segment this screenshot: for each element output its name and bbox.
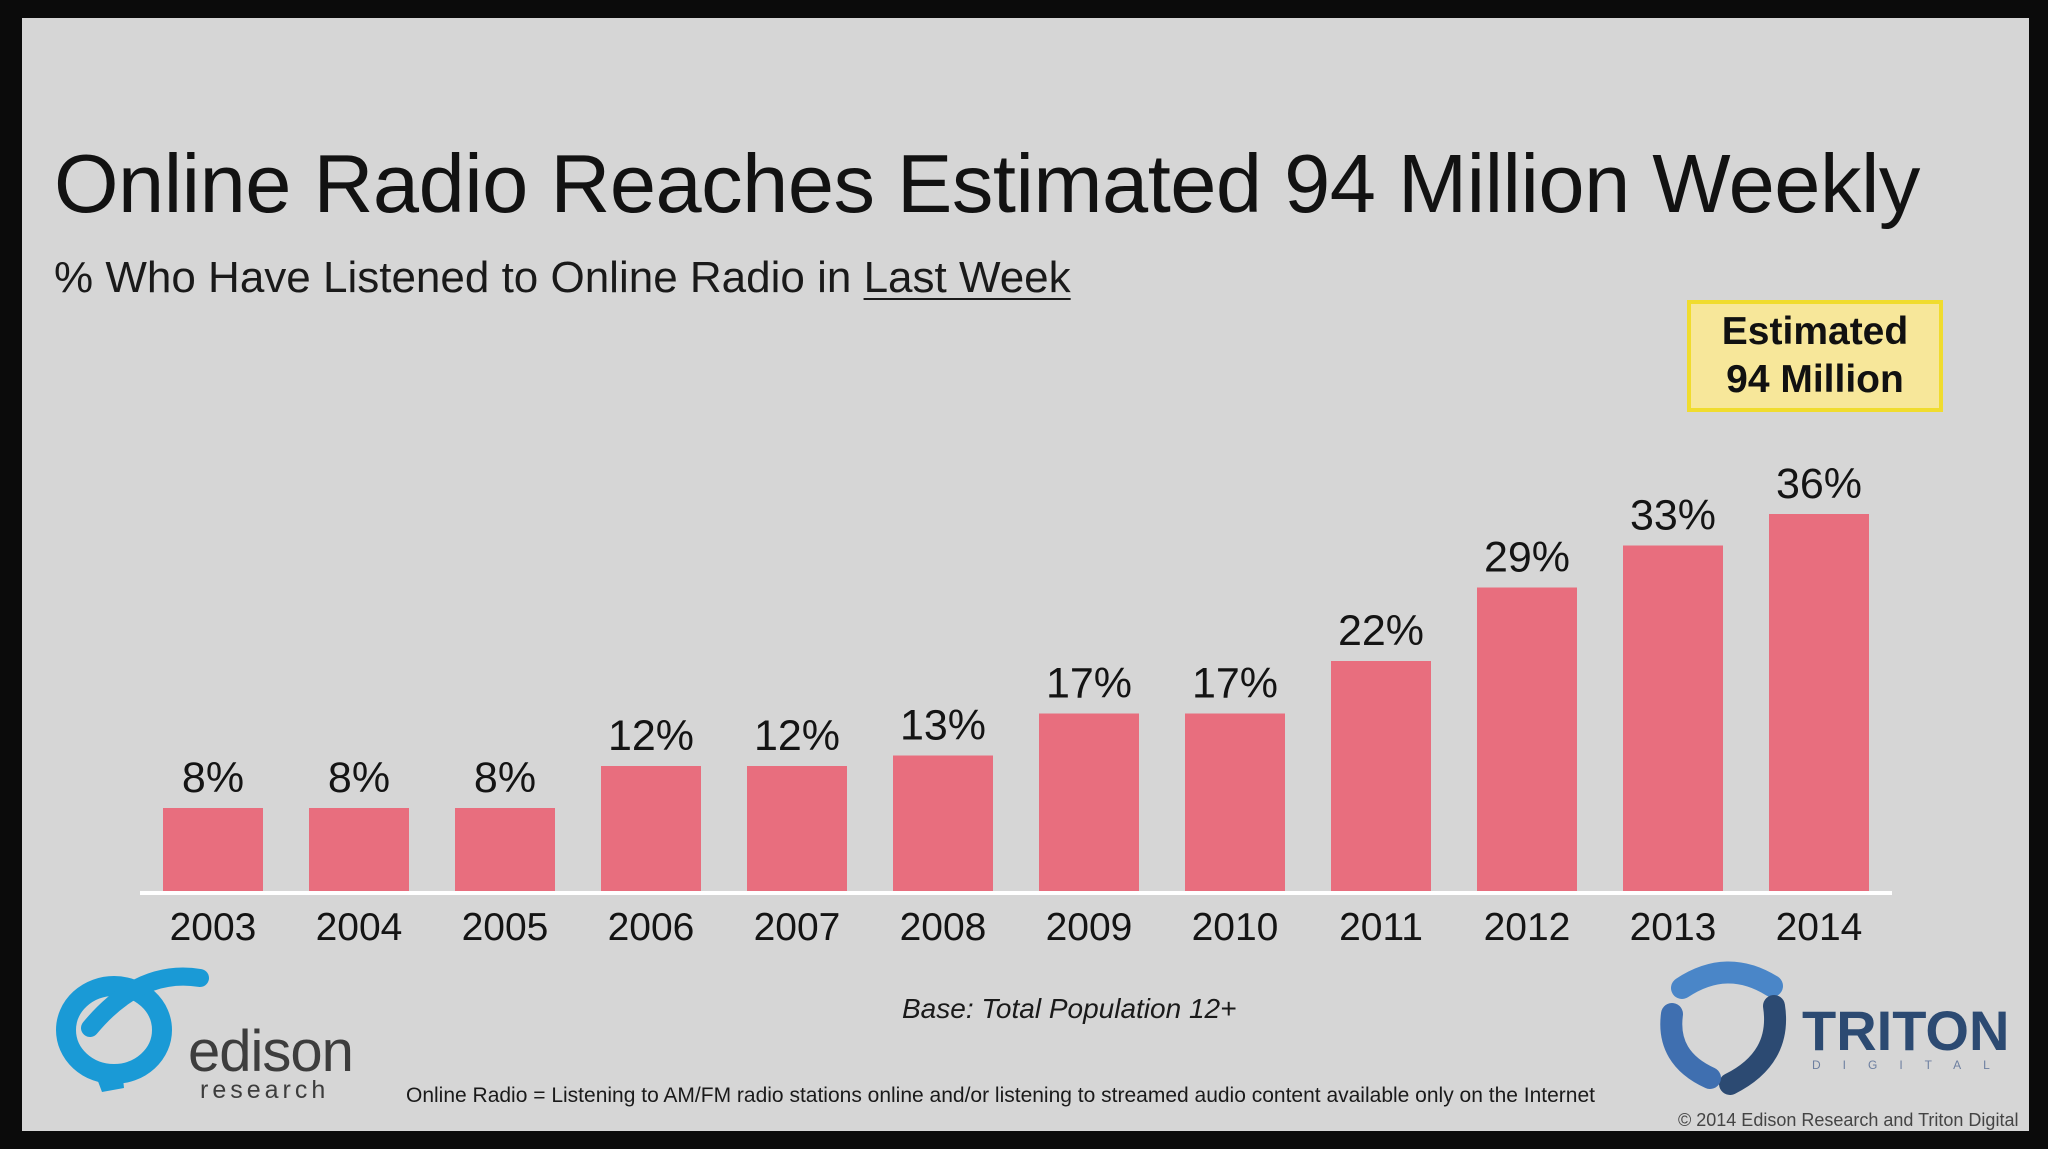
triton-digital-logo: TRITON DIGITAL [1652, 958, 2012, 1098]
x-tick-label-2014: 2014 [1776, 906, 1863, 949]
slide: Online Radio Reaches Estimated 94 Millio… [22, 18, 2029, 1131]
x-tick-label-2005: 2005 [462, 906, 549, 949]
copyright: © 2014 Edison Research and Triton Digita… [1678, 1110, 2019, 1130]
x-tick-label-2012: 2012 [1484, 906, 1571, 949]
triton-swirl-icon [1660, 961, 1786, 1095]
x-tick-label-2004: 2004 [316, 906, 403, 949]
data-label-2004: 8% [328, 754, 390, 802]
x-tick-label-2003: 2003 [170, 906, 257, 949]
estimate-callout: Estimated 94 Million [1687, 300, 1943, 412]
callout-line-2: 94 Million [1726, 358, 1904, 401]
triton-logo-word: TRITON [1802, 999, 2010, 1062]
data-label-2006: 12% [608, 712, 694, 760]
base-note: Base: Total Population 12+ [902, 993, 1237, 1024]
bar-2010 [1185, 713, 1285, 892]
edison-bulb-icon [56, 967, 209, 1092]
data-label-2012: 29% [1484, 534, 1570, 582]
bar-2008 [893, 755, 993, 892]
data-label-2003: 8% [182, 754, 244, 802]
footnote: Online Radio = Listening to AM/FM radio … [406, 1084, 1595, 1107]
chart-title: Online Radio Reaches Estimated 94 Millio… [54, 137, 1920, 230]
x-tick-label-2007: 2007 [754, 906, 841, 949]
data-label-2014: 36% [1776, 460, 1862, 508]
chart-subtitle: % Who Have Listened to Online Radio in L… [54, 253, 1071, 303]
edison-logo-sub: research [200, 1076, 330, 1104]
data-label-2010: 17% [1192, 660, 1278, 708]
data-label-2008: 13% [900, 702, 986, 750]
data-label-2013: 33% [1630, 492, 1716, 540]
bar-2009 [1039, 713, 1139, 892]
x-tick-label-2008: 2008 [900, 906, 987, 949]
x-tick-label-2010: 2010 [1192, 906, 1279, 949]
data-label-2011: 22% [1338, 607, 1424, 655]
subtitle-underlined: Last Week [863, 253, 1071, 302]
data-label-2009: 17% [1046, 660, 1132, 708]
bar-2003 [163, 808, 263, 892]
edison-research-logo: edison research [50, 958, 370, 1108]
subtitle-prefix: % Who Have Listened to Online Radio in [54, 253, 864, 302]
bar-2007 [747, 766, 847, 892]
x-tick-label-2009: 2009 [1046, 906, 1133, 949]
bar-chart: 8% 2003 8% 2004 8% 2005 12% 2006 12% 2007 13% 2008 1… [140, 460, 1892, 949]
data-label-2007: 12% [754, 712, 840, 760]
bar-2011 [1331, 661, 1431, 892]
bar-2004 [309, 808, 409, 892]
bar-2005 [455, 808, 555, 892]
triton-logo-sub: DIGITAL [1812, 1058, 2012, 1072]
bar-2013 [1623, 545, 1723, 892]
x-tick-label-2006: 2006 [608, 906, 695, 949]
x-tick-label-2013: 2013 [1630, 906, 1717, 949]
x-tick-label-2011: 2011 [1339, 906, 1423, 949]
edison-logo-word: edison [188, 1019, 354, 1084]
data-label-2005: 8% [474, 754, 536, 802]
bar-2014 [1769, 514, 1869, 892]
bar-2006 [601, 766, 701, 892]
bar-2012 [1477, 587, 1577, 892]
callout-line-1: Estimated [1721, 310, 1909, 353]
